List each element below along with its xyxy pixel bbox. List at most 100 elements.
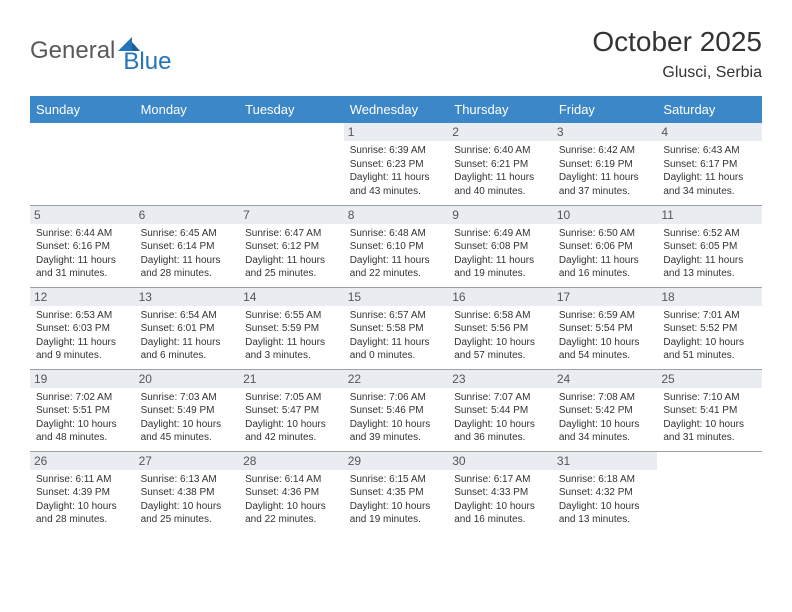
- sunrise-text: Sunrise: 6:42 AM: [559, 144, 652, 158]
- sunrise-text: Sunrise: 6:44 AM: [36, 227, 129, 241]
- sunrise-text: Sunrise: 7:02 AM: [36, 391, 129, 405]
- daylight-text: Daylight: 10 hours and 45 minutes.: [141, 418, 234, 445]
- calendar-day-cell: 16 Sunrise: 6:58 AMSunset: 5:56 PMDayligh…: [448, 287, 553, 369]
- calendar-table: Sunday Monday Tuesday Wednesday Thursday…: [30, 96, 762, 533]
- day-details: Sunrise: 6:14 AMSunset: 4:36 PMDaylight:…: [245, 473, 338, 527]
- sunrise-text: Sunrise: 7:01 AM: [663, 309, 756, 323]
- day-number: 2: [448, 123, 553, 141]
- day-details: Sunrise: 6:17 AMSunset: 4:33 PMDaylight:…: [454, 473, 547, 527]
- calendar-day-cell: 26Sunrise: 6:11 AMSunset: 4:39 PMDayligh…: [30, 451, 135, 533]
- sunrise-text: Sunrise: 6:52 AM: [663, 227, 756, 241]
- day-details: Sunrise: 7:03 AMSunset: 5:49 PMDaylight:…: [141, 391, 234, 445]
- daylight-text: Daylight: 11 hours and 37 minutes.: [559, 171, 652, 198]
- sunset-text: Sunset: 5:47 PM: [245, 404, 338, 418]
- daylight-text: Daylight: 10 hours and 19 minutes.: [350, 500, 443, 527]
- daylight-text: Daylight: 11 hours and 22 minutes.: [350, 254, 443, 281]
- sunrise-text: Sunrise: 6:57 AM: [350, 309, 443, 323]
- daylight-text: Daylight: 11 hours and 19 minutes.: [454, 254, 547, 281]
- daylight-text: Daylight: 11 hours and 9 minutes.: [36, 336, 129, 363]
- day-details: Sunrise: 6:13 AMSunset: 4:38 PMDaylight:…: [141, 473, 234, 527]
- daylight-text: Daylight: 10 hours and 42 minutes.: [245, 418, 338, 445]
- day-details: Sunrise: 6:48 AMSunset: 6:10 PMDaylight:…: [350, 227, 443, 281]
- day-details: Sunrise: 6:39 AMSunset: 6:23 PMDaylight:…: [350, 144, 443, 198]
- calendar-day-cell: [135, 123, 240, 205]
- daylight-text: Daylight: 11 hours and 16 minutes.: [559, 254, 652, 281]
- daylight-text: Daylight: 11 hours and 43 minutes.: [350, 171, 443, 198]
- sunset-text: Sunset: 4:35 PM: [350, 486, 443, 500]
- day-details: Sunrise: 6:11 AMSunset: 4:39 PMDaylight:…: [36, 473, 129, 527]
- day-details: Sunrise: 7:06 AMSunset: 5:46 PMDaylight:…: [350, 391, 443, 445]
- daylight-text: Daylight: 10 hours and 13 minutes.: [559, 500, 652, 527]
- sunset-text: Sunset: 4:32 PM: [559, 486, 652, 500]
- calendar-day-cell: [657, 451, 762, 533]
- sunset-text: Sunset: 5:52 PM: [663, 322, 756, 336]
- day-number: 13: [135, 288, 240, 306]
- day-details: Sunrise: 6:43 AMSunset: 6:17 PMDaylight:…: [663, 144, 756, 198]
- day-details: Sunrise: 6:58 AMSunset: 5:56 PMDaylight:…: [454, 309, 547, 363]
- calendar-day-cell: 28Sunrise: 6:14 AMSunset: 4:36 PMDayligh…: [239, 451, 344, 533]
- day-number: 31: [553, 452, 658, 470]
- daylight-text: Daylight: 10 hours and 22 minutes.: [245, 500, 338, 527]
- day-number: 18: [657, 288, 762, 306]
- calendar-page: General Blue October 2025 Glusci, Serbia…: [0, 0, 792, 553]
- sunrise-text: Sunrise: 6:59 AM: [559, 309, 652, 323]
- daylight-text: Daylight: 10 hours and 54 minutes.: [559, 336, 652, 363]
- sunset-text: Sunset: 6:10 PM: [350, 240, 443, 254]
- sunset-text: Sunset: 4:33 PM: [454, 486, 547, 500]
- calendar-day-cell: 29Sunrise: 6:15 AMSunset: 4:35 PMDayligh…: [344, 451, 449, 533]
- calendar-day-cell: 2Sunrise: 6:40 AMSunset: 6:21 PMDaylight…: [448, 123, 553, 205]
- sunrise-text: Sunrise: 7:08 AM: [559, 391, 652, 405]
- calendar-day-cell: 17Sunrise: 6:59 AMSunset: 5:54 PMDayligh…: [553, 287, 658, 369]
- weekday-header: Friday: [553, 96, 658, 123]
- sunset-text: Sunset: 6:05 PM: [663, 240, 756, 254]
- calendar-day-cell: 3Sunrise: 6:42 AMSunset: 6:19 PMDaylight…: [553, 123, 658, 205]
- calendar-day-cell: 11Sunrise: 6:52 AMSunset: 6:05 PMDayligh…: [657, 205, 762, 287]
- weekday-header: Tuesday: [239, 96, 344, 123]
- sunrise-text: Sunrise: 7:07 AM: [454, 391, 547, 405]
- daylight-text: Daylight: 10 hours and 36 minutes.: [454, 418, 547, 445]
- weekday-header: Thursday: [448, 96, 553, 123]
- day-number: 21: [239, 370, 344, 388]
- day-number: 5: [30, 206, 135, 224]
- day-details: Sunrise: 6:15 AMSunset: 4:35 PMDaylight:…: [350, 473, 443, 527]
- day-details: Sunrise: 7:07 AMSunset: 5:44 PMDaylight:…: [454, 391, 547, 445]
- daylight-text: Daylight: 10 hours and 39 minutes.: [350, 418, 443, 445]
- day-number: 19: [30, 370, 135, 388]
- calendar-day-cell: 21Sunrise: 7:05 AMSunset: 5:47 PMDayligh…: [239, 369, 344, 451]
- day-number: 24: [553, 370, 658, 388]
- calendar-day-cell: 20Sunrise: 7:03 AMSunset: 5:49 PMDayligh…: [135, 369, 240, 451]
- sunset-text: Sunset: 4:36 PM: [245, 486, 338, 500]
- sunrise-text: Sunrise: 6:45 AM: [141, 227, 234, 241]
- calendar-week-row: 5Sunrise: 6:44 AMSunset: 6:16 PMDaylight…: [30, 205, 762, 287]
- sunset-text: Sunset: 5:42 PM: [559, 404, 652, 418]
- logo-text-general: General: [30, 37, 115, 65]
- sunset-text: Sunset: 6:17 PM: [663, 158, 756, 172]
- day-number: 17: [553, 288, 658, 306]
- daylight-text: Daylight: 10 hours and 28 minutes.: [36, 500, 129, 527]
- daylight-text: Daylight: 10 hours and 57 minutes.: [454, 336, 547, 363]
- daylight-text: Daylight: 10 hours and 31 minutes.: [663, 418, 756, 445]
- daylight-text: Daylight: 11 hours and 31 minutes.: [36, 254, 129, 281]
- calendar-day-cell: [239, 123, 344, 205]
- sunset-text: Sunset: 6:01 PM: [141, 322, 234, 336]
- day-number: 14: [239, 288, 344, 306]
- day-number: 11: [657, 206, 762, 224]
- day-number: 23: [448, 370, 553, 388]
- day-details: Sunrise: 7:08 AMSunset: 5:42 PMDaylight:…: [559, 391, 652, 445]
- sunset-text: Sunset: 6:16 PM: [36, 240, 129, 254]
- sunrise-text: Sunrise: 6:55 AM: [245, 309, 338, 323]
- calendar-day-cell: 4Sunrise: 6:43 AMSunset: 6:17 PMDaylight…: [657, 123, 762, 205]
- sunset-text: Sunset: 6:03 PM: [36, 322, 129, 336]
- sunset-text: Sunset: 6:06 PM: [559, 240, 652, 254]
- calendar-week-row: 26Sunrise: 6:11 AMSunset: 4:39 PMDayligh…: [30, 451, 762, 533]
- day-number: 16: [448, 288, 553, 306]
- daylight-text: Daylight: 11 hours and 40 minutes.: [454, 171, 547, 198]
- sunset-text: Sunset: 6:23 PM: [350, 158, 443, 172]
- day-details: Sunrise: 7:02 AMSunset: 5:51 PMDaylight:…: [36, 391, 129, 445]
- daylight-text: Daylight: 11 hours and 34 minutes.: [663, 171, 756, 198]
- month-title: October 2025: [592, 26, 762, 58]
- weekday-header-row: Sunday Monday Tuesday Wednesday Thursday…: [30, 96, 762, 123]
- calendar-day-cell: [30, 123, 135, 205]
- day-details: Sunrise: 6:44 AMSunset: 6:16 PMDaylight:…: [36, 227, 129, 281]
- calendar-day-cell: 10Sunrise: 6:50 AMSunset: 6:06 PMDayligh…: [553, 205, 658, 287]
